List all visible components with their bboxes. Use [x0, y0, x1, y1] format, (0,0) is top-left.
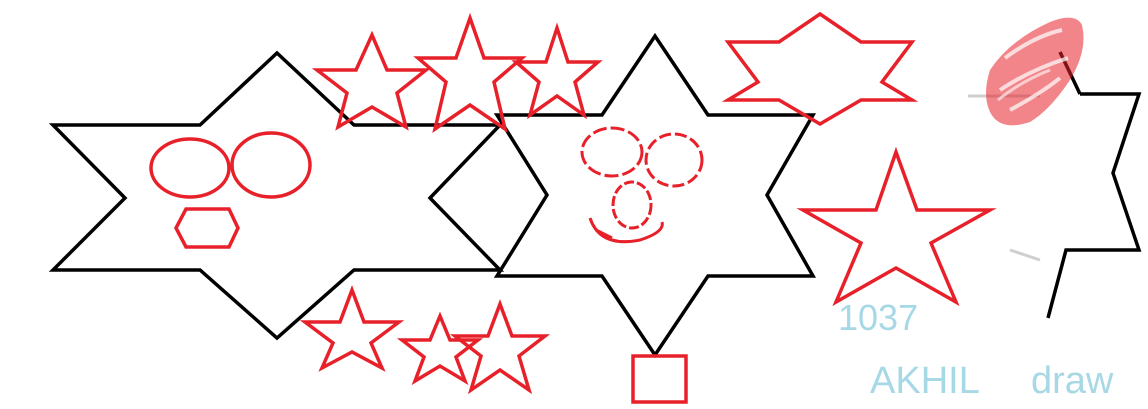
top-star-1 [311, 30, 432, 131]
left-ellipse-2 [230, 131, 312, 199]
bottom-square [631, 354, 688, 404]
middle-hexagram-outline [493, 32, 817, 359]
right-red-hexagram [721, 11, 919, 127]
tool-label: draw [1031, 360, 1114, 402]
drawing-number-label: 1037 [838, 297, 919, 338]
top-star-3 [511, 22, 603, 120]
top-star-2 [413, 12, 527, 133]
red-scribble-blob [986, 17, 1084, 126]
right-large-star [796, 146, 997, 307]
author-name-label: AKHIL [870, 360, 980, 402]
bottom-star-3 [449, 299, 551, 395]
middle-scribble-circles [580, 126, 704, 244]
bottom-star-2 [396, 311, 484, 386]
bottom-star-1 [299, 285, 405, 372]
left-hexagon [174, 207, 240, 249]
left-ellipse-1 [149, 137, 231, 199]
